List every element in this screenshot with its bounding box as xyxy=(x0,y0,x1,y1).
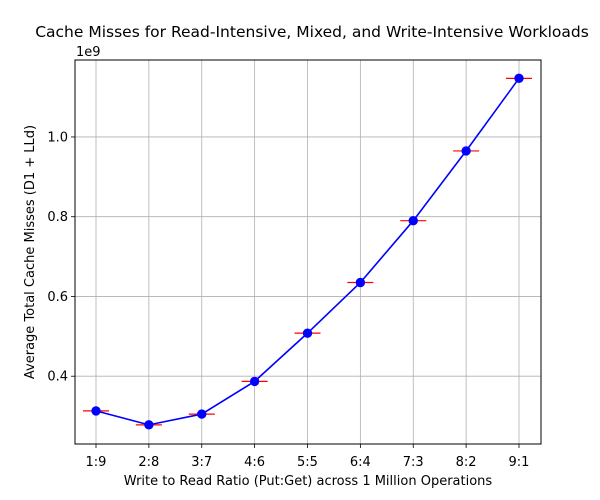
y-tick-label-0: 0.4 xyxy=(47,370,68,385)
data-point-5 xyxy=(355,277,366,288)
y-tick-label-3: 1.0 xyxy=(47,130,68,145)
x-tick-label-6: 7:3 xyxy=(403,455,424,470)
plot-area-frame xyxy=(74,59,542,445)
x-tick-label-8: 9:1 xyxy=(509,455,530,470)
x-tick-label-4: 5:5 xyxy=(297,455,318,470)
data-point-8 xyxy=(514,73,524,84)
data-point-7 xyxy=(461,146,471,156)
y-tick-label-1: 0.6 xyxy=(47,290,68,305)
x-axis-ticks: 1:9 2:8 3:7 4:6 5:5 6:4 7:3 8:2 9:1 xyxy=(86,444,530,470)
x-tick-label-3: 4:6 xyxy=(244,455,265,470)
x-tick-label-0: 1:9 xyxy=(86,455,107,470)
data-point-1 xyxy=(144,420,154,430)
data-point-3 xyxy=(249,376,260,387)
y-axis-offset-label: 1e9 xyxy=(76,45,101,60)
x-tick-label-5: 6:4 xyxy=(350,455,371,470)
x-tick-label-7: 8:2 xyxy=(456,455,477,470)
y-axis-label: Average Total Cache Misses (D1 + LLd) xyxy=(23,125,38,379)
y-tick-label-2: 0.8 xyxy=(47,210,68,225)
data-points xyxy=(91,73,524,430)
data-point-0 xyxy=(91,406,101,416)
x-tick-label-2: 3:7 xyxy=(191,455,212,470)
x-axis-label: Write to Read Ratio (Put:Get) across 1 M… xyxy=(124,474,493,489)
x-tick-label-1: 2:8 xyxy=(138,455,159,470)
chart-title: Cache Misses for Read-Intensive, Mixed, … xyxy=(35,23,589,41)
data-point-4 xyxy=(302,328,313,338)
grid-lines xyxy=(75,60,541,444)
y-axis-ticks: 0.4 0.6 0.8 1.0 xyxy=(47,130,75,385)
data-point-6 xyxy=(408,215,418,226)
data-point-2 xyxy=(197,409,207,419)
